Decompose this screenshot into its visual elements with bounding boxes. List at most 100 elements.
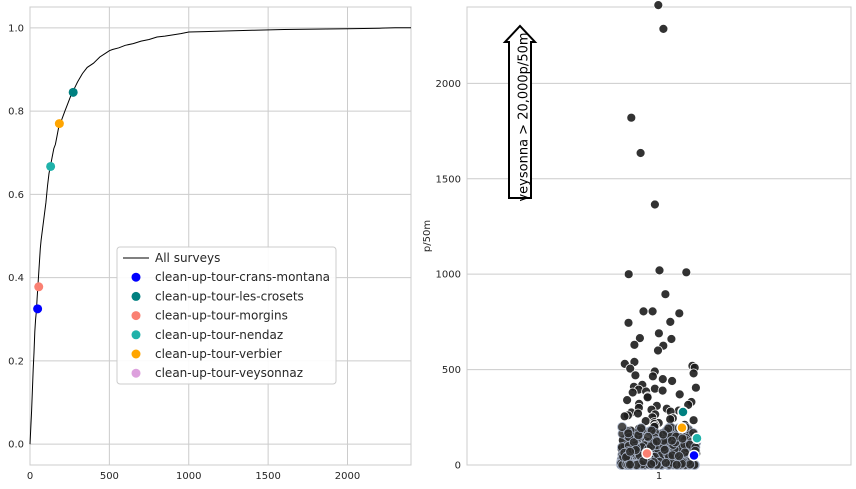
swarm-point xyxy=(654,328,664,339)
swarm-point xyxy=(622,395,632,406)
swarm-point xyxy=(657,374,668,385)
legend-marker-swatch xyxy=(131,349,141,359)
swarm-point xyxy=(623,428,634,439)
y-tick-label: 500 xyxy=(442,365,461,376)
swarm-point xyxy=(626,112,637,123)
swarm-point xyxy=(629,339,640,350)
y-tick-label: 1500 xyxy=(436,174,461,185)
swarm-point xyxy=(688,415,699,426)
swarm-point xyxy=(653,0,664,10)
swarm-point xyxy=(643,431,653,442)
swarm-point xyxy=(681,267,692,278)
swarm-point xyxy=(617,422,627,432)
y-tick-label: 0.4 xyxy=(8,273,24,284)
y-tick-label: 0 xyxy=(455,461,461,472)
x-tick-label: 2000 xyxy=(335,471,360,482)
swarm-point xyxy=(659,444,670,455)
swarm-point xyxy=(625,459,635,470)
legend-label: All surveys xyxy=(155,251,220,265)
swarm-point xyxy=(674,389,685,400)
swarm-point xyxy=(657,385,668,396)
swarm-ticks: 0 500 1000 1500 2000 1 xyxy=(436,79,663,482)
swarm-point xyxy=(665,316,676,327)
legend-label: clean-up-tour-veysonnaz xyxy=(155,366,303,380)
swarm-point xyxy=(623,317,634,328)
legend-marker-swatch xyxy=(131,291,141,301)
swarm-point xyxy=(625,446,635,457)
swarm-point xyxy=(658,23,669,34)
ecdf-panel: 0 500 1000 1500 2000 0.0 0.2 0.4 0.6 0.8 1.0 All s… xyxy=(8,6,412,482)
y-tick-label: 0.2 xyxy=(8,356,24,367)
swarm-point xyxy=(630,370,641,381)
y-tick-label: 2000 xyxy=(436,79,461,90)
swarm-y-axis-label: p/50m xyxy=(422,220,433,252)
legend-label: clean-up-tour-crans-montana xyxy=(155,270,330,284)
y-tick-label: 1000 xyxy=(436,270,461,281)
swarm-point xyxy=(671,459,682,470)
swarm-point xyxy=(646,459,657,470)
legend-label: clean-up-tour-verbier xyxy=(155,347,282,361)
swarm-point xyxy=(688,368,699,379)
marker-clean-up-tour-nendaz xyxy=(46,161,56,171)
marker-clean-up-tour-verbier xyxy=(54,119,64,129)
legend-marker-swatch xyxy=(131,311,141,321)
legend-marker-swatch xyxy=(131,368,141,378)
y-tick-label: 0.0 xyxy=(8,440,24,451)
swarm-point xyxy=(651,436,662,447)
swarm-point xyxy=(633,408,643,419)
swarm-point xyxy=(638,306,649,317)
annotation-text: veysonna > 20,000p/50m xyxy=(517,32,532,201)
marker-clean-up-tour-crans-montana xyxy=(33,304,43,314)
marker-clean-up-tour-verbier xyxy=(676,422,688,434)
swarm-point xyxy=(635,148,646,158)
up-arrow-icon xyxy=(502,24,538,199)
y-tick-label: 0.8 xyxy=(8,107,24,118)
swarm-point xyxy=(627,387,638,398)
swarm-point xyxy=(623,269,634,280)
marker-clean-up-tour-les-crosets xyxy=(68,87,78,97)
swarm-point xyxy=(653,345,663,356)
swarm-point xyxy=(667,435,677,446)
swarm-point xyxy=(677,433,688,444)
swarm-point xyxy=(660,289,671,300)
legend-label: clean-up-tour-nendaz xyxy=(155,328,283,342)
swarm-point xyxy=(685,459,696,470)
x-tick-label: 500 xyxy=(100,471,119,482)
ecdf-markers xyxy=(33,87,78,314)
x-tick-label: 1 xyxy=(656,471,662,482)
swarm-point xyxy=(658,429,668,440)
swarm-point xyxy=(654,265,665,276)
x-tick-label: 0 xyxy=(27,471,33,482)
swarm-point xyxy=(674,308,685,319)
legend: All surveys clean-up-tour-crans-montana cl… xyxy=(116,246,337,385)
marker-clean-up-tour-morgins xyxy=(34,282,44,292)
swarm-markers xyxy=(641,406,703,462)
swarm-point xyxy=(650,199,660,210)
legend-marker-swatch xyxy=(131,272,141,282)
swarm-point xyxy=(666,334,677,344)
swarm-point xyxy=(665,414,676,425)
swarm-point xyxy=(625,363,636,374)
ecdf-plot-area xyxy=(29,6,412,466)
swarm-point xyxy=(691,382,701,393)
swarm-point xyxy=(661,457,671,468)
swarm-point xyxy=(642,392,653,403)
y-tick-label: 0.6 xyxy=(8,190,24,201)
swarm-point xyxy=(635,333,645,344)
swarm-panel: 0 500 1000 1500 2000 1 p/50m veysonna > 20,00… xyxy=(422,0,852,482)
legend-label: clean-up-tour-morgins xyxy=(155,309,288,323)
swarm-point xyxy=(619,411,630,422)
marker-clean-up-tour-les-crosets xyxy=(677,406,689,418)
swarm-point xyxy=(636,423,646,434)
swarm-point xyxy=(667,376,677,386)
marker-clean-up-tour-morgins xyxy=(641,447,653,460)
annotation-arrow: veysonna > 20,000p/50m xyxy=(502,24,538,202)
ecdf-ticks: 0 500 1000 1500 2000 0.0 0.2 0.4 0.6 0.8 1.0 xyxy=(8,23,360,482)
swarm-point xyxy=(674,451,684,462)
swarm-point xyxy=(648,371,658,382)
ecdf-grid xyxy=(29,7,411,465)
legend-box xyxy=(116,246,337,385)
x-tick-label: 1000 xyxy=(176,471,201,482)
legend-marker-swatch xyxy=(131,330,141,340)
